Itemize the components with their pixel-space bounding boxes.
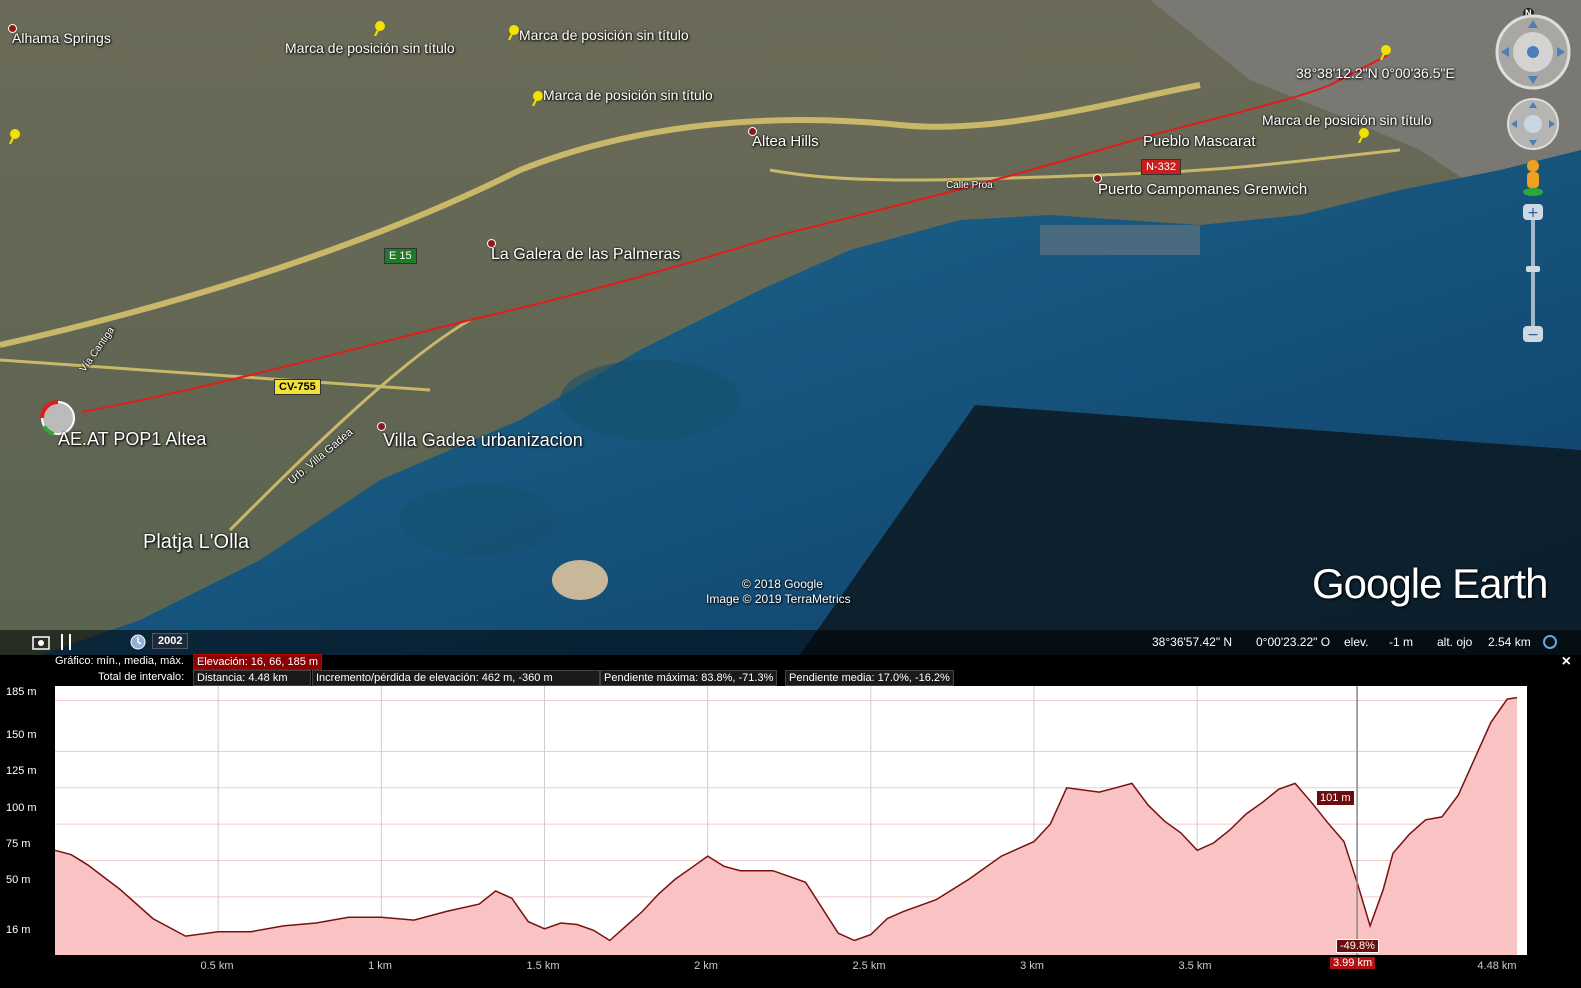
x-tick-label: 4.48 km [1477,960,1517,972]
placemark-label[interactable]: Marca de posición sin título [1262,112,1432,128]
x-tick-label: 1 km [368,960,392,972]
x-tick-label: 3 km [1020,960,1044,972]
range-total-label: Total de intervalo: [98,671,185,683]
elevation-area [55,697,1517,955]
satellite-imagery [0,0,1581,655]
placemark-label[interactable]: Marca de posición sin título [285,40,455,56]
place-label[interactable]: La Galera de las Palmeras [491,246,681,263]
elevation-line [54,696,1518,942]
north-indicator[interactable]: N [1523,8,1534,18]
eye-altitude-readout: 2.54 km [1488,635,1531,649]
placemark-pin-icon[interactable] [373,20,387,36]
place-label[interactable]: Puerto Campomanes Grenwich [1098,181,1308,198]
avg-slope-box[interactable]: Pendiente media: 17.0%, -16.2% [785,670,954,686]
x-tick-label: 1.5 km [526,960,560,972]
y-tick-label: 16 m [6,924,31,936]
look-joystick-icon[interactable] [1493,12,1573,92]
place-label[interactable]: AE.AT POP1 Altea [58,429,207,449]
placemark-label[interactable]: Marca de posición sin título [543,87,713,103]
elevation-summary-box[interactable]: Elevación: 16, 66, 185 m [193,654,323,670]
graph-label: Gráfico: mín., media, máx. [55,655,184,667]
copyright-google: © 2018 Google [742,577,823,591]
placemark-pin-icon[interactable] [531,90,545,106]
max-slope-box[interactable]: Pendiente máxima: 83.8%, -71.3% [600,670,778,686]
x-tick-label: 2 km [694,960,718,972]
street-view-pegman-icon[interactable] [1520,158,1546,198]
placemark-pin-icon[interactable] [1357,127,1371,143]
streaming-progress-icon [1543,635,1557,649]
placemark-pin-icon[interactable] [8,128,22,144]
y-tick-label: 150 m [6,729,37,741]
longitude-readout: 0°00'23.22" O [1256,635,1331,649]
elevation-label: elev. [1344,635,1369,649]
coordinate-placemark-label[interactable]: 38°38'12.2"N 0°00'36.5"E [1296,65,1455,81]
place-label[interactable]: Alhama Springs [12,30,111,46]
copyright-imagery: Image © 2019 TerraMetrics [706,592,851,606]
x-tick-label: 3.5 km [1178,960,1212,972]
status-bar: 2002 38°36'57.42" N 0°00'23.22" O elev. … [0,630,1581,655]
y-tick-label: 185 m [6,686,37,698]
elevation-gain-box[interactable]: Incremento/pérdida de elevación: 462 m, … [312,670,600,686]
poi-dot-icon[interactable] [1093,174,1102,183]
placemark-label[interactable]: Marca de posición sin título [519,27,689,43]
street-label: Calle Proa [946,180,993,191]
place-label[interactable]: Platja L'Olla [143,531,250,553]
y-tick-label: 100 m [6,802,37,814]
poi-dot-icon[interactable] [377,422,386,431]
road-shield-cv755: CV-755 [274,379,321,395]
poi-dot-icon[interactable] [748,127,757,136]
y-tick-label: 50 m [6,874,31,886]
eye-altitude-label: alt. ojo [1437,635,1473,649]
cursor-slope-label: -49.8% [1336,939,1379,953]
move-joystick-icon[interactable] [1505,96,1561,152]
placemark-pin-icon[interactable] [507,24,521,40]
road-shield-n332: N-332 [1141,159,1181,175]
placemark-pin-icon[interactable] [1379,44,1393,60]
poi-dot-icon[interactable] [487,239,496,248]
camera-icon[interactable] [32,634,50,650]
y-tick-label: 125 m [6,765,37,777]
cursor-distance-label: 3.99 km [1330,957,1376,969]
y-tick-label: 75 m [6,838,31,850]
svg-text:−: − [1527,327,1539,343]
historical-imagery-clock-icon[interactable] [130,634,146,650]
navigation-controls[interactable]: N + − [1493,8,1573,348]
elevation-readout: -1 m [1389,635,1413,649]
svg-text:+: + [1527,205,1539,221]
zoom-slider[interactable]: + − [1522,204,1544,344]
pop1-marker-icon[interactable] [38,400,78,440]
tools-icon[interactable] [58,632,74,652]
place-label[interactable]: Altea Hills [752,133,819,150]
x-tick-label: 0.5 km [200,960,234,972]
cursor-elevation-label: 101 m [1316,790,1355,806]
poi-dot-icon[interactable] [8,24,17,33]
distance-box[interactable]: Distancia: 4.48 km [193,670,311,686]
google-earth-logo: Google Earth [1312,560,1548,607]
place-label[interactable]: Pueblo Mascarat [1143,133,1256,150]
x-tick-label: 2.5 km [852,960,886,972]
imagery-year-badge[interactable]: 2002 [152,633,189,649]
map-view[interactable]: Alhama Springs Marca de posición sin tít… [0,0,1581,655]
place-label[interactable]: Villa Gadea urbanizacion [383,430,583,450]
latitude-readout: 38°36'57.42" N [1152,635,1233,649]
road-shield-e15: E 15 [384,248,417,264]
close-profile-button[interactable]: × [1561,653,1571,670]
